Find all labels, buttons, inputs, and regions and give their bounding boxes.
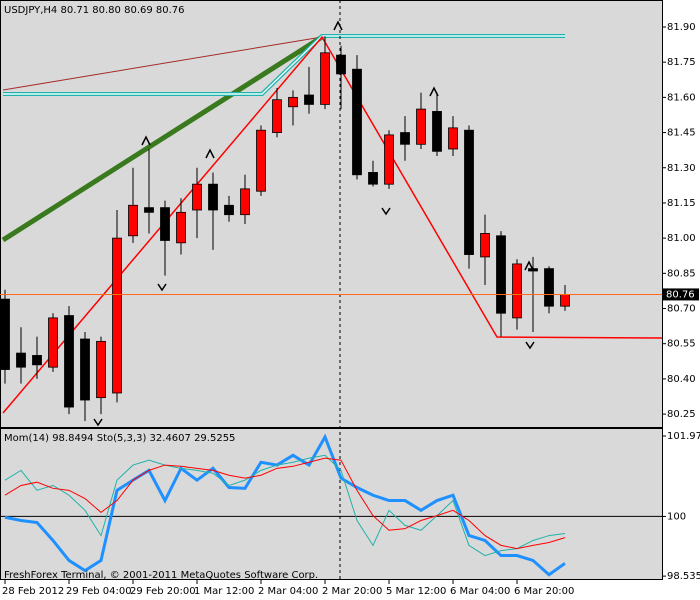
bull-candle	[192, 183, 202, 211]
analysis-objects	[1, 0, 663, 580]
bull-candle	[512, 263, 522, 319]
copyright: FreshForex Terminal, © 2001-2011 MetaQuo…	[4, 570, 318, 581]
bull-candle	[48, 317, 58, 368]
y-tick-label: 81.75	[667, 57, 696, 68]
bull-candle	[416, 108, 426, 145]
bear-candle	[144, 207, 154, 213]
bull-candle	[96, 340, 106, 399]
bear-candle	[224, 204, 234, 216]
y-tick-label: 81.15	[667, 198, 696, 209]
bull-candle	[384, 134, 394, 185]
x-tick-label: 1 Mar 12:00	[194, 586, 254, 597]
bear-candle	[208, 183, 218, 211]
y-tick-label: 81.45	[667, 128, 696, 139]
fractal-down	[381, 207, 391, 216]
bull-candle	[288, 96, 298, 108]
bear-candle	[336, 54, 346, 75]
bull-candle	[128, 204, 138, 237]
bear-candle	[496, 235, 506, 314]
fractal-down	[93, 418, 103, 427]
bull-candle	[480, 233, 490, 258]
x-tick-label: 5 Mar 12:00	[386, 586, 446, 597]
y-tick-label: 80.70	[667, 304, 696, 315]
bull-candle	[560, 294, 570, 307]
bear-candle	[528, 268, 538, 272]
price-box	[663, 288, 699, 301]
x-tick-label: 29 Feb 20:00	[130, 586, 196, 597]
bear-candle	[32, 355, 42, 366]
y-tick-label: 80.25	[667, 409, 696, 420]
bear-candle	[432, 111, 442, 152]
indicator-line	[4, 457, 566, 550]
bull-candle	[112, 237, 122, 394]
x-tick-label: 2 Mar 04:00	[258, 586, 318, 597]
x-tick-label: 28 Feb 2012	[2, 586, 64, 597]
fractal-down	[157, 283, 167, 292]
price-label: 80.76	[666, 289, 695, 300]
indicator-line	[4, 454, 566, 557]
x-tick-label: 2 Mar 20:00	[322, 586, 382, 597]
y-tick-label: 81.00	[667, 233, 696, 244]
bull-candle	[176, 211, 186, 244]
fractal-up	[333, 20, 343, 31]
bear-candle	[160, 207, 170, 241]
x-tick-label: 29 Feb 04:00	[66, 586, 132, 597]
bear-candle	[544, 268, 554, 307]
y-tick-label: 80.55	[667, 339, 696, 350]
bear-candle	[400, 132, 410, 145]
x-tick-label: 6 Mar 04:00	[450, 586, 510, 597]
bull-candle	[272, 99, 282, 133]
y-tick-label: 98.5355	[667, 571, 700, 582]
bear-candle	[304, 94, 314, 105]
y-tick-label: 81.60	[667, 92, 696, 103]
trend-line	[2, 36, 323, 91]
y-tick-label: 80.40	[667, 374, 696, 385]
fractal-down	[525, 341, 535, 350]
bear-candle	[16, 352, 26, 368]
bear-candle	[0, 298, 10, 370]
y-tick-label: 81.30	[667, 163, 696, 174]
bull-candle	[240, 188, 250, 216]
y-tick-label: 81.90	[667, 22, 696, 33]
y-tick-label: 101.9739	[667, 431, 700, 442]
bear-candle	[464, 129, 474, 255]
trend-line	[1, 34, 324, 243]
channel-line	[3, 35, 565, 95]
bear-candle	[64, 315, 74, 408]
chart-title: USDJPY,H4 80.71 80.80 80.69 80.76	[4, 5, 185, 16]
x-tick-label: 6 Mar 20:00	[514, 586, 574, 597]
fractal-up	[205, 148, 215, 159]
fractal-up	[524, 260, 534, 271]
bull-candle	[320, 52, 330, 105]
y-tick-label: 100	[667, 511, 686, 522]
bull-candle	[448, 127, 458, 150]
bear-candle	[352, 68, 362, 176]
y-tick-label: 80.85	[667, 268, 696, 279]
indicator-line	[4, 433, 566, 577]
fractal-up	[141, 135, 151, 146]
indicator-title: Mom(14) 98.8494 Sto(5,3,3) 32.4607 29.52…	[4, 433, 235, 444]
bear-candle	[80, 338, 90, 401]
bear-candle	[368, 172, 378, 185]
bull-candle	[256, 129, 266, 192]
